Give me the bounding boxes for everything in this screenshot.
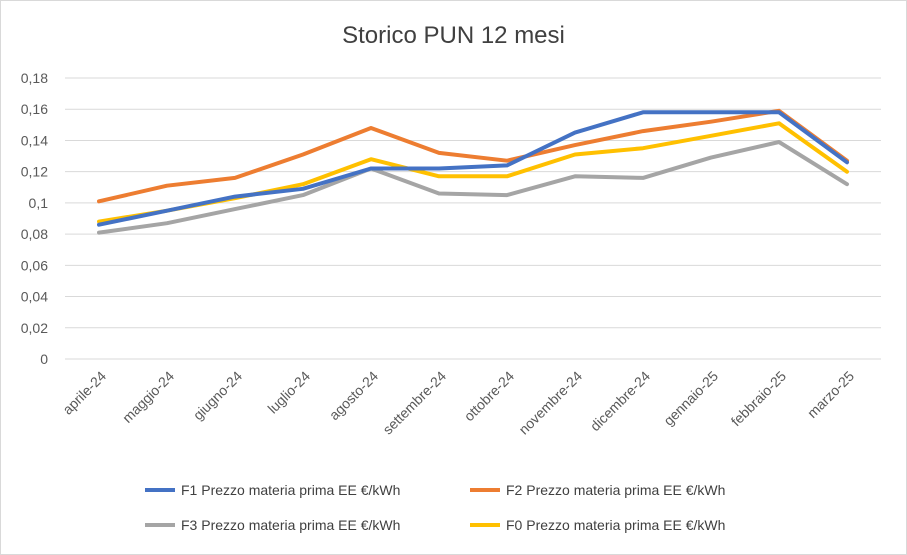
x-tick-label: marzo-25 [804, 368, 857, 421]
legend-item-f1: F1 Prezzo materia prima EE €/kWh [145, 482, 400, 498]
x-tick-label: aprile-24 [59, 368, 109, 418]
y-tick-label: 0,16 [21, 101, 48, 117]
series-line-f0 [97, 121, 849, 224]
x-tick-label: giugno-24 [190, 368, 246, 424]
legend-label-f3: F3 Prezzo materia prima EE €/kWh [181, 517, 401, 533]
legend-label-f2: F2 Prezzo materia prima EE €/kWh [506, 482, 726, 498]
y-tick-label: 0,04 [21, 289, 48, 305]
x-tick-label: agosto-24 [326, 368, 381, 423]
y-tick-label: 0,08 [21, 226, 48, 242]
legend-swatch-f1 [145, 488, 175, 492]
x-tick-label: maggio-24 [119, 368, 177, 426]
x-tick-label: settembre-24 [379, 368, 449, 438]
y-tick-label: 0,12 [21, 164, 48, 180]
y-tick-label: 0,14 [21, 132, 48, 148]
y-tick-label: 0,18 [21, 70, 48, 86]
x-tick-label: luglio-24 [264, 368, 313, 417]
legend-swatch-f3 [145, 523, 175, 527]
x-tick-label: gennaio-25 [660, 368, 721, 429]
y-tick-label: 0,06 [21, 257, 48, 273]
x-tick-label: febbraio-25 [728, 368, 790, 430]
legend-label-f1: F1 Prezzo materia prima EE €/kWh [181, 482, 401, 498]
x-tick-label: novembre-24 [515, 368, 585, 438]
series-line-f3 [97, 140, 849, 235]
y-tick-label: 0,02 [21, 320, 48, 336]
y-tick-label: 0 [40, 351, 48, 367]
legend-item-f3: F3 Prezzo materia prima EE €/kWh [145, 517, 400, 533]
series-lines [97, 108, 849, 235]
legend-swatch-f2 [470, 488, 500, 492]
legend-item-f0: F0 Prezzo materia prima EE €/kWh [470, 517, 725, 533]
chart-title: Storico PUN 12 mesi [342, 22, 565, 49]
series-line-f2 [97, 108, 849, 204]
legend-item-f2: F2 Prezzo materia prima EE €/kWh [470, 482, 725, 498]
legend-label-f0: F0 Prezzo materia prima EE €/kWh [506, 517, 726, 533]
x-tick-label: dicembre-24 [587, 368, 653, 434]
x-tick-label: ottobre-24 [461, 368, 518, 425]
x-axis-tick-labels: aprile-24 maggio-24 giugno-24 luglio-24 agos… [59, 368, 857, 438]
legend-swatch-f0 [470, 523, 500, 527]
series-line-f1 [97, 110, 849, 227]
y-axis-tick-labels: 0 0,02 0,04 0,06 0,08 0,1 0,12 0,14 0,16 0,18 [21, 70, 48, 367]
y-tick-label: 0,1 [29, 195, 49, 211]
